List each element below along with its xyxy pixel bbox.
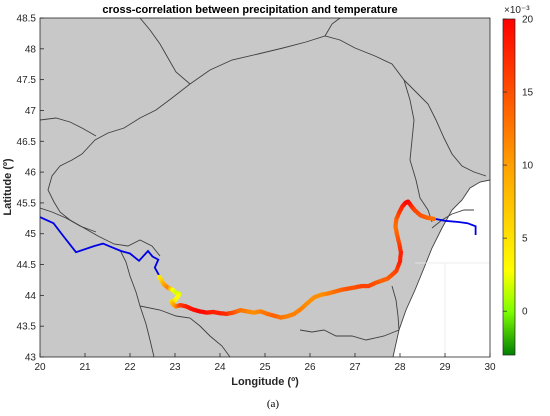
- river-segment-upstream: [40, 216, 160, 277]
- x-tick-label: 21: [79, 362, 91, 373]
- colorbar-tick-label: 20: [522, 15, 534, 26]
- river-segment-delta: [434, 218, 477, 235]
- plot-area: [39, 17, 491, 358]
- y-tick-label: 46.5: [17, 137, 37, 148]
- y-tick-label: 48.5: [17, 14, 37, 25]
- colorbar-tick-label: 5: [522, 234, 528, 245]
- y-tick-label: 47.5: [17, 75, 37, 86]
- chart-title: cross-correlation between precipitation …: [102, 4, 397, 16]
- colorbar-exponent: ×10⁻³: [504, 5, 530, 16]
- x-tick-label: 23: [169, 362, 181, 373]
- x-tick-label: 20: [34, 362, 46, 373]
- coastline: [392, 179, 490, 357]
- y-axis: 43 43.5 44 44.5 45 45.5 46 46.5 47 47.5 48 48.5: [17, 14, 44, 364]
- x-tick-label: 28: [394, 362, 406, 373]
- land-mass: [40, 18, 490, 357]
- y-tick-label: 45.5: [17, 198, 37, 209]
- y-tick-label: 47: [25, 106, 37, 117]
- x-tick-label: 27: [349, 362, 361, 373]
- country-borders: [40, 18, 487, 357]
- colorbar: ×10⁻³ 0 5 10 15 20: [502, 5, 534, 356]
- moldova-border: [403, 79, 487, 177]
- river-colored-points: [157, 199, 436, 320]
- bulgaria-border-1: [139, 305, 231, 357]
- y-tick-label: 43: [25, 353, 37, 364]
- river-uncorrelated-segments: [40, 216, 477, 277]
- bulgaria-border-2: [299, 329, 400, 341]
- northwest-border: [139, 18, 191, 85]
- x-tick-label: 26: [304, 362, 316, 373]
- y-tick-label: 45: [25, 229, 37, 240]
- x-tick-label: 30: [484, 362, 496, 373]
- x-axis-label: Longitude (º): [231, 376, 299, 388]
- y-axis-label: Latitude (º): [2, 158, 14, 216]
- serbia-border-1: [40, 207, 97, 233]
- ukraine-border: [324, 18, 341, 37]
- coast-dobrogea: [431, 209, 474, 229]
- x-axis: 20 21 22 23 24 25 26 27 28 29 30: [34, 353, 496, 373]
- y-tick-label: 48: [25, 44, 37, 55]
- y-tick-label: 44.5: [17, 260, 37, 271]
- colorbar-tick-label: 15: [522, 88, 534, 99]
- x-tick-label: 25: [259, 362, 271, 373]
- colorbar-ticks: 0 5 10 15 20: [503, 15, 534, 318]
- serbia-border-2: [119, 249, 155, 357]
- y-tick-label: 44: [25, 291, 37, 302]
- figure-caption: (a): [267, 398, 280, 410]
- x-tick-label: 22: [124, 362, 136, 373]
- y-tick-label: 43.5: [17, 322, 37, 333]
- bulgaria-border-3: [391, 285, 400, 331]
- colorbar-gradient: [502, 18, 516, 356]
- hungary-border: [40, 117, 97, 137]
- x-tick-label: 29: [439, 362, 451, 373]
- river-point: [431, 216, 436, 222]
- colorbar-tick-label: 10: [522, 161, 534, 172]
- y-tick-label: 46: [25, 168, 37, 179]
- colorbar-tick-label: 0: [522, 307, 528, 318]
- x-tick-label: 24: [214, 362, 226, 373]
